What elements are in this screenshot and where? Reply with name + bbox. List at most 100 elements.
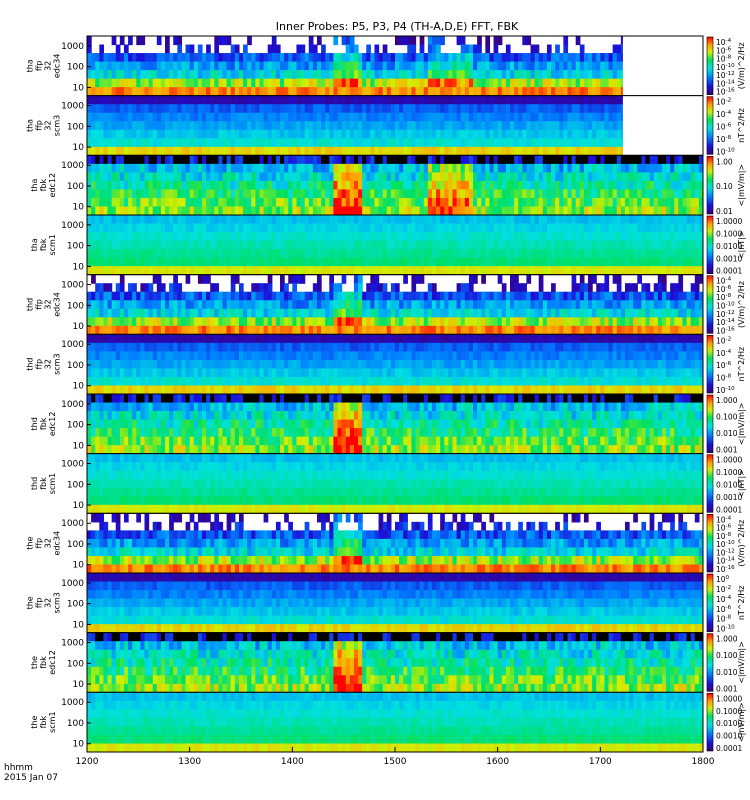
heatmap-cell (374, 274, 380, 284)
heatmap-cell (563, 44, 569, 54)
heatmap-cell (546, 257, 552, 267)
heatmap-cell (460, 146, 466, 156)
heatmap-cell (238, 232, 244, 242)
heatmap-cell (378, 87, 384, 96)
heatmap-cell (419, 300, 425, 310)
heatmap-cell (575, 197, 581, 208)
heatmap-cell (99, 146, 105, 156)
heatmap-cell (374, 87, 380, 96)
heatmap-cell (592, 87, 597, 96)
heatmap-cell (144, 266, 150, 275)
heatmap-cell (312, 257, 318, 267)
heatmap-cell (247, 189, 252, 199)
heatmap-cell (193, 368, 199, 378)
heatmap-cell (555, 78, 560, 88)
heatmap-cell (341, 104, 347, 114)
heatmap-cell (206, 129, 211, 139)
heatmap-cell (505, 308, 511, 318)
heatmap-cell (165, 61, 170, 71)
heatmap-cell (349, 146, 355, 156)
heatmap-cell (563, 163, 569, 173)
heatmap-cell (464, 112, 470, 122)
heatmap-cell (201, 291, 207, 301)
heatmap-cell (698, 155, 703, 165)
heatmap-cell (657, 206, 663, 215)
heatmap-cell (477, 129, 482, 139)
heatmap-cell (362, 129, 367, 139)
heatmap-cell (156, 112, 162, 122)
heatmap-cell (280, 257, 285, 267)
heatmap-cell (670, 189, 675, 199)
heatmap-cell (370, 95, 376, 105)
heatmap-cell (300, 155, 306, 165)
heatmap-cell (530, 121, 536, 131)
heatmap-cell (107, 334, 113, 344)
heatmap-cell (189, 206, 195, 215)
heatmap-cell (583, 308, 589, 318)
heatmap-cell (653, 215, 659, 225)
heatmap-cell (128, 368, 133, 378)
heatmap-cell (583, 317, 589, 327)
heatmap-cell (152, 385, 158, 395)
heatmap-cell (165, 121, 170, 131)
heatmap-cell (374, 44, 380, 54)
heatmap-cell (382, 146, 388, 156)
heatmap-cell (267, 95, 273, 105)
heatmap-cell (477, 70, 482, 80)
heatmap-cell (464, 104, 470, 114)
heatmap-cell (140, 385, 146, 395)
heatmap-cell (583, 300, 589, 310)
heatmap-cell (140, 189, 146, 199)
heatmap-cell (263, 232, 269, 242)
heatmap-cell (538, 300, 544, 310)
heatmap-cell (534, 189, 540, 199)
heatmap-cell (193, 155, 199, 165)
heatmap-cell (411, 172, 417, 182)
heatmap-cell (103, 70, 109, 80)
heatmap-cell (464, 78, 470, 88)
heatmap-cell (136, 266, 141, 275)
heatmap-cell (267, 249, 273, 259)
heatmap-cell (674, 232, 679, 242)
heatmap-cell (173, 223, 178, 233)
heatmap-cell (206, 95, 211, 105)
heatmap-cell (222, 121, 228, 131)
heatmap-cell (181, 240, 187, 250)
heatmap-cell (411, 215, 417, 225)
heatmap-cell (251, 129, 256, 139)
heatmap-cell (107, 257, 113, 267)
heatmap-cell (263, 163, 269, 173)
heatmap-cell (509, 129, 515, 139)
heatmap-cell (596, 189, 601, 199)
heatmap-cell (247, 95, 252, 105)
heatmap-cell (296, 206, 302, 215)
heatmap-cell (374, 283, 380, 293)
heatmap-cell (596, 87, 601, 96)
heatmap-cell (666, 240, 671, 250)
heatmap-cell (493, 61, 499, 71)
heatmap-cell (111, 78, 117, 88)
heatmap-cell (271, 249, 277, 259)
heatmap-cell (156, 53, 162, 63)
heatmap-cell (612, 95, 618, 105)
heatmap-cell (177, 53, 183, 63)
heatmap-cell (341, 61, 347, 71)
heatmap-cell (304, 112, 310, 122)
heatmap-cell (123, 266, 129, 275)
heatmap-cell (452, 300, 458, 310)
heatmap-cell (415, 223, 421, 233)
heatmap-cell (173, 129, 178, 139)
heatmap-cell (440, 308, 445, 318)
heatmap-cell (128, 300, 133, 310)
heatmap-cell (608, 317, 614, 327)
heatmap-cell (509, 146, 515, 156)
heatmap-cell (477, 78, 482, 88)
heatmap-cell (592, 129, 597, 139)
heatmap-cell (559, 325, 564, 335)
heatmap-cell (481, 104, 486, 114)
heatmap-cell (395, 232, 400, 242)
heatmap-cell (674, 172, 679, 182)
heatmap-cell (316, 240, 322, 250)
heatmap-cell (201, 249, 207, 259)
heatmap-cell (296, 70, 302, 80)
